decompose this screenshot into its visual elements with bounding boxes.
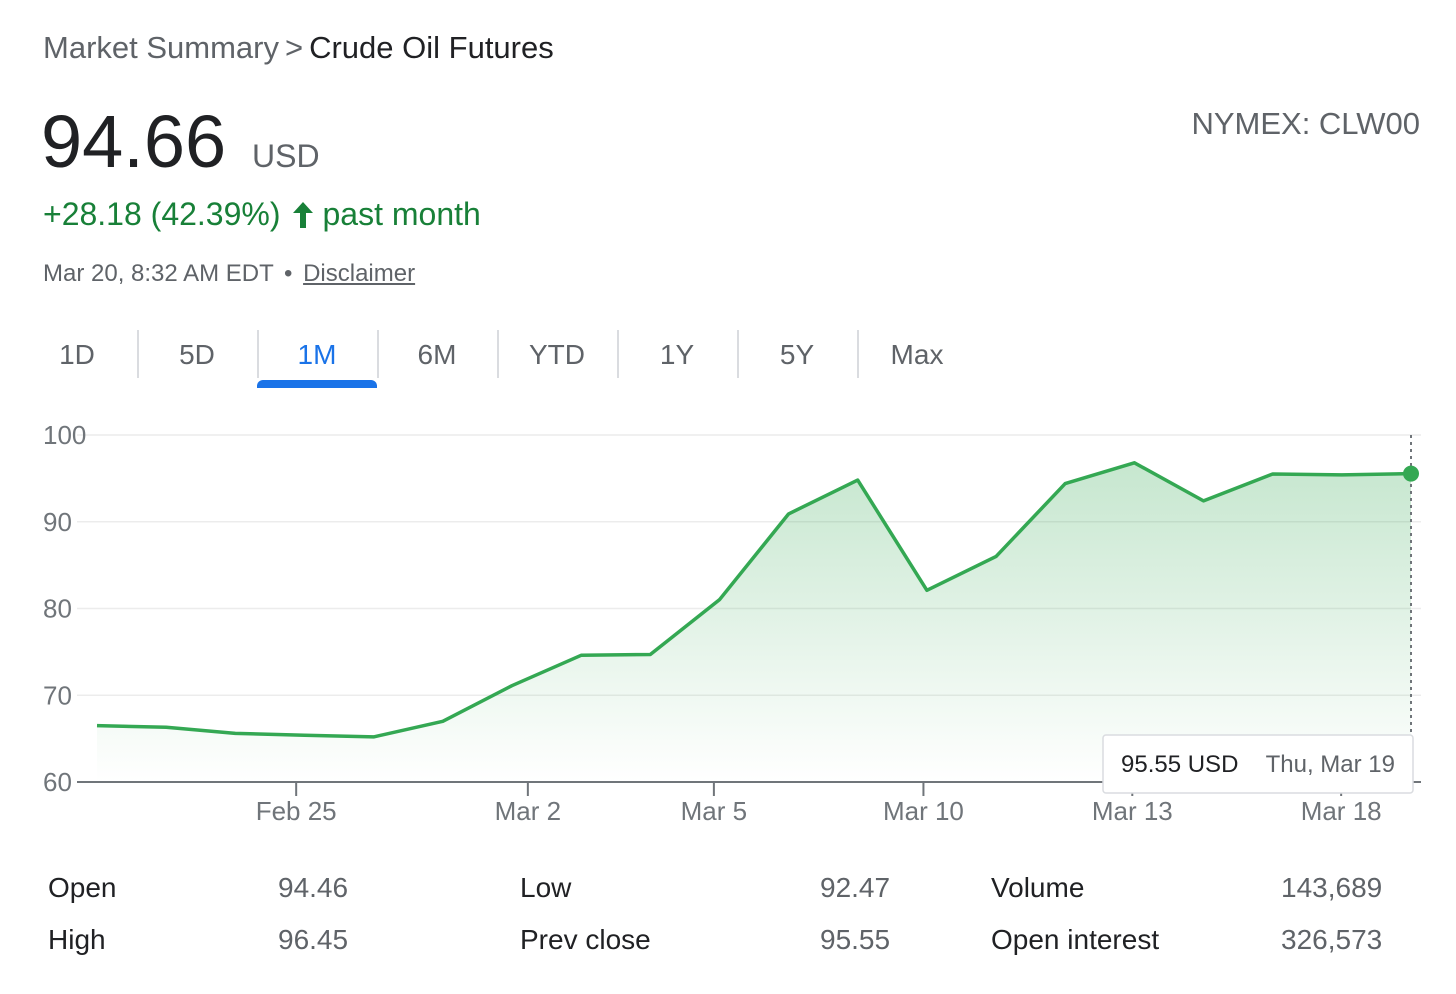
stat-volume: Volume 143,689: [991, 872, 1382, 904]
arrow-up-icon: [292, 201, 313, 228]
x-tick-label: Feb 25: [256, 796, 337, 826]
tab-1d[interactable]: 1D: [59, 339, 95, 370]
y-tick-label: 100: [43, 420, 86, 450]
stat-label: Low: [520, 872, 572, 903]
tooltip-date: Thu, Mar 19: [1266, 751, 1395, 778]
breadcrumb-root-link[interactable]: Market Summary: [43, 30, 279, 65]
timestamp-text: Mar 20, 8:32 AM EDT: [43, 260, 274, 287]
tab-5y[interactable]: 5Y: [737, 330, 857, 388]
x-tick-label: Mar 2: [495, 796, 561, 826]
stat-open: Open 94.46: [48, 872, 348, 904]
price-change-value: +28.18 (42.39%): [43, 196, 281, 232]
price-area: [97, 462, 1411, 782]
y-tick-label: 70: [43, 680, 72, 710]
tab-ytd[interactable]: YTD: [497, 330, 617, 388]
stat-high: High 96.45: [48, 924, 348, 956]
price-change: +28.18 (42.39%) past month: [43, 196, 481, 233]
stat-value: 94.46: [278, 872, 349, 903]
stat-value: 96.45: [278, 924, 349, 955]
range-tabs: 1D 5D 1M 6M YTD 1Y 5Y Max: [17, 330, 977, 388]
tab-1m[interactable]: 1M: [257, 330, 377, 388]
tab-6m[interactable]: 6M: [377, 330, 497, 388]
tooltip-box: [1102, 734, 1414, 794]
stat-label: Prev close: [520, 924, 651, 955]
stat-value: 143,689: [1281, 872, 1383, 903]
y-tick-label: 90: [43, 507, 72, 537]
stat-label: Volume: [991, 872, 1085, 903]
stat-label: Open: [48, 872, 117, 903]
x-tick-label: Mar 13: [1092, 796, 1173, 826]
hover-point: [1403, 465, 1419, 482]
tab-1y[interactable]: 1Y: [617, 330, 737, 388]
stat-value: 92.47: [820, 872, 891, 903]
quote-timestamp: Mar 20, 8:32 AM EDT • Disclaimer: [43, 260, 415, 288]
x-axis-ticks: Feb 25 Mar 2 Mar 5 Mar 10 Mar 13 Mar 18: [256, 782, 1382, 826]
stat-value: 95.55: [820, 924, 891, 955]
tab-5d[interactable]: 5D: [137, 330, 257, 388]
chart-tooltip: 95.55 USD Thu, Mar 19: [1102, 734, 1414, 794]
stat-label: High: [48, 924, 106, 955]
tab-max[interactable]: Max: [857, 330, 977, 388]
breadcrumb-separator: >: [284, 30, 304, 65]
y-axis-ticks: 60 70 80 90 100: [43, 420, 86, 797]
current-price: 94.66: [41, 100, 227, 183]
stat-open-interest: Open interest 326,573: [991, 924, 1382, 956]
exchange-symbol: NYMEX: CLW00: [1191, 106, 1420, 141]
x-tick-label: Mar 18: [1301, 796, 1382, 826]
y-tick-label: 80: [43, 594, 72, 624]
separator-dot: •: [284, 260, 293, 287]
x-tick-label: Mar 5: [681, 796, 747, 826]
price-line: [96, 461, 1412, 739]
tooltip-value: 95.55 USD: [1121, 751, 1238, 778]
stat-label: Open interest: [991, 924, 1160, 955]
breadcrumb: Market Summary > Crude Oil Futures: [43, 30, 554, 66]
price-change-period: past month: [322, 196, 481, 232]
stat-low: Low 92.47: [520, 872, 890, 904]
stat-value: 326,573: [1281, 924, 1383, 955]
disclaimer-link[interactable]: Disclaimer: [303, 260, 416, 287]
breadcrumb-current: Crude Oil Futures: [309, 30, 554, 65]
x-tick-label: Mar 10: [883, 796, 964, 826]
price-chart[interactable]: 60 70 80 90 100 Feb 25 Mar 2 Mar 5 Mar 10 Mar 13…: [0, 410, 1456, 840]
y-tick-label: 60: [43, 767, 72, 797]
stat-prev-close: Prev close 95.55: [520, 924, 890, 956]
price-currency: USD: [252, 138, 320, 174]
